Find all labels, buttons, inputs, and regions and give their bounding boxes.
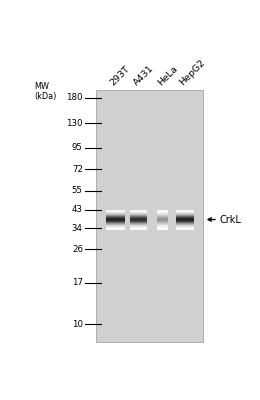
Bar — [96, 90, 203, 342]
Text: 55: 55 — [72, 186, 83, 195]
Text: CrkL: CrkL — [220, 214, 242, 224]
Text: HepG2: HepG2 — [178, 58, 207, 87]
Text: MW
(kDa): MW (kDa) — [35, 82, 57, 101]
Text: 26: 26 — [72, 245, 83, 254]
Text: 72: 72 — [72, 165, 83, 174]
Text: A431: A431 — [132, 63, 156, 87]
Text: 17: 17 — [72, 278, 83, 287]
Text: 34: 34 — [72, 224, 83, 233]
Text: 180: 180 — [66, 93, 83, 102]
Text: 130: 130 — [66, 119, 83, 128]
Text: 43: 43 — [72, 205, 83, 214]
Text: 10: 10 — [72, 320, 83, 329]
Text: 95: 95 — [72, 143, 83, 152]
Text: 293T: 293T — [109, 64, 132, 87]
Text: HeLa: HeLa — [156, 64, 179, 87]
